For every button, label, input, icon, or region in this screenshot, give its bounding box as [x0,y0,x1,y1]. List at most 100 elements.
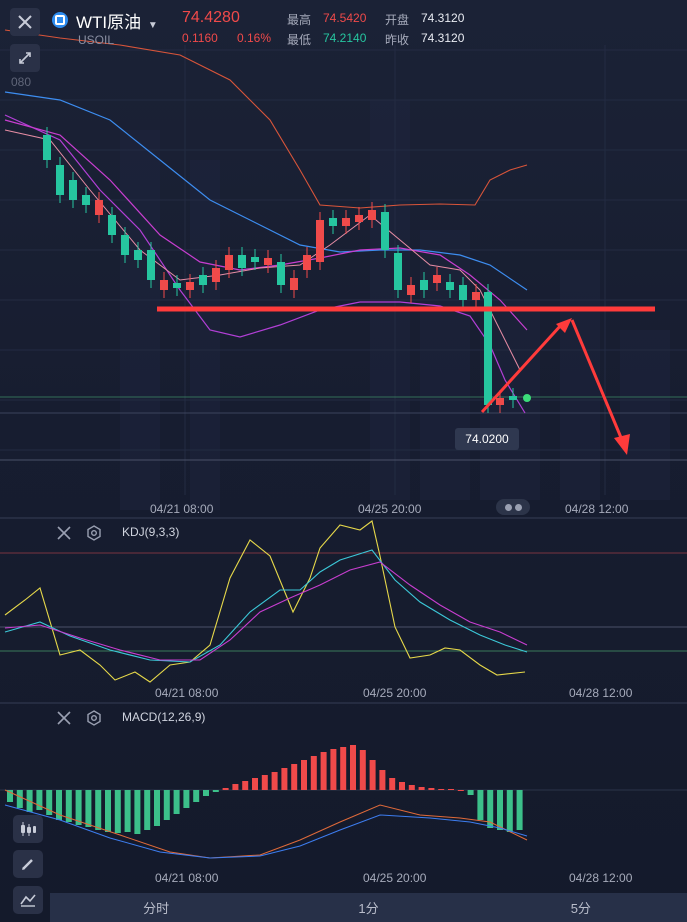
candle-body-12 [199,275,207,285]
tab-1min[interactable]: 1分 [358,901,379,916]
candle-body-14 [225,255,233,270]
candle-body-15 [238,255,246,268]
macd-histogram-bar-40 [399,782,405,790]
candles-tool-button[interactable] [13,815,43,843]
kdj-j-line [4,520,526,683]
bg-building-3 [420,230,470,500]
kdj-settings-button[interactable] [86,525,102,546]
candle-body-6 [121,235,129,255]
kdj-k-line [4,549,528,663]
macd-histogram-bar-46 [457,790,464,791]
prev-close-value: 74.3120 [421,31,465,45]
low-label: 最低 [287,33,312,47]
bg-building-6 [620,330,670,500]
high-label: 最高 [287,13,312,27]
macd-histogram-bar-36 [359,750,366,790]
tab-5min[interactable]: 5分 [570,901,591,916]
pen-tool-button[interactable] [13,850,43,878]
candle-body-17 [264,258,272,265]
kdj-x-label-1: 04/21 08:00 [155,686,219,700]
candle-body-13 [212,268,220,282]
ma-blue [4,91,528,291]
macd-histogram-bar-44 [438,789,445,790]
macd-settings-button[interactable] [86,710,102,731]
symbol-selector[interactable]: WTI原油 ▼ [76,8,158,33]
candle-body-28 [407,285,415,295]
collapse-button[interactable] [10,44,40,72]
macd-x-label-3: 04/28 12:00 [569,871,633,885]
macd-close-button[interactable] [56,710,72,731]
macd-histogram-bar-12 [124,790,131,832]
candle-body-21 [316,220,324,262]
macd-histogram-bar-27 [271,772,278,790]
main-x-label-2: 04/25 20:00 [358,502,422,516]
open-value: 74.3120 [421,11,465,25]
low-value: 74.2140 [323,31,367,45]
macd-histogram-bar-22 [222,788,229,790]
macd-histogram-bar-26 [261,775,268,790]
candle-body-24 [355,215,363,222]
kdj-label: KDJ(9,3,3) [122,525,180,539]
high-value: 74.5420 [323,11,367,25]
macd-label: MACD(12,26,9) [122,710,206,724]
prev-close-label: 昨收 [385,33,410,47]
macd-histogram-bar-11 [114,790,121,833]
candle-body-7 [134,250,142,260]
close-button[interactable] [10,8,40,36]
kdj-close-button[interactable] [56,525,72,546]
macd-histogram-bar-49 [487,790,494,828]
macd-histogram-bar-20 [203,790,209,796]
line-tool-button[interactable] [13,886,43,914]
macd-dif-line [4,789,528,859]
macd-histogram-bar-13 [134,790,141,834]
macd-histogram-bar-52 [516,790,523,830]
annotation-arrowhead-down [614,434,630,455]
close-icon [57,526,71,540]
macd-histogram-bar-24 [242,781,249,790]
price-change-pct: 0.16% [237,31,272,45]
macd-histogram-bar-23 [232,784,239,790]
collapse-icon [19,52,31,64]
candle-body-0 [43,135,51,160]
macd-histogram-bar-39 [389,778,396,790]
annotation-arrow-down [570,319,624,441]
live-price-dot [523,394,531,402]
macd-histogram-bar-33 [330,749,337,790]
candle-body-11 [186,282,194,290]
candle-body-33 [472,292,480,300]
macd-histogram-bar-3 [36,790,43,810]
kdj-x-label-3: 04/28 12:00 [569,686,633,700]
candle-body-1 [56,165,64,195]
macd-histogram-bar-4 [46,790,53,815]
macd-histogram-bar-16 [163,790,170,820]
macd-histogram-bar-0 [7,790,13,802]
candle-body-3 [82,195,90,205]
kdj-d-line [4,561,528,661]
macd-histogram-bar-48 [477,790,484,820]
scroll-toggle[interactable] [496,499,530,515]
annotation-arrowhead-up [556,318,572,333]
candle-body-31 [446,282,454,290]
macd-histogram-bar-19 [193,790,200,802]
bg-building-5 [560,260,600,500]
macd-histogram-bar-31 [310,756,317,790]
candle-body-9 [160,280,168,290]
candle-body-32 [459,285,467,300]
candle-body-22 [329,218,337,226]
candle-body-4 [95,200,103,215]
tab-timeshare[interactable]: 分时 [143,901,170,916]
close-icon [57,711,71,725]
macd-histogram-bar-42 [418,787,425,790]
candles-icon [21,822,36,836]
main-x-label-1: 04/21 08:00 [150,502,214,516]
candle-body-20 [303,255,311,270]
macd-histogram-bar-21 [212,790,219,792]
candle-body-5 [108,215,116,235]
last-price-tooltip: 74.0200 [455,428,519,450]
ma-magenta [4,119,528,331]
macd-histogram-bar-10 [105,790,111,832]
macd-histogram-bar-32 [320,752,327,790]
symbol-name: WTI原油 [76,13,142,32]
bollinger-lower [4,114,526,414]
